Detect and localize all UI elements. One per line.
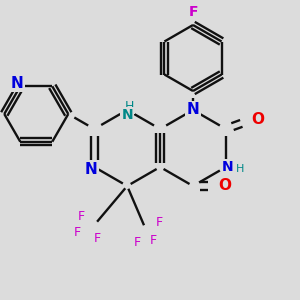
Text: F: F: [188, 5, 198, 19]
Text: F: F: [156, 217, 163, 230]
Text: N: N: [85, 163, 98, 178]
Text: O: O: [251, 112, 264, 127]
Text: H: H: [124, 100, 134, 112]
Text: N: N: [222, 160, 234, 174]
Text: N: N: [122, 108, 133, 122]
Text: F: F: [78, 209, 85, 223]
Text: O: O: [218, 178, 232, 194]
Text: F: F: [150, 233, 157, 247]
Text: F: F: [94, 232, 101, 244]
Text: F: F: [74, 226, 81, 238]
Text: H: H: [236, 164, 244, 174]
Text: F: F: [134, 236, 141, 248]
Text: N: N: [187, 103, 200, 118]
Text: N: N: [11, 76, 24, 91]
